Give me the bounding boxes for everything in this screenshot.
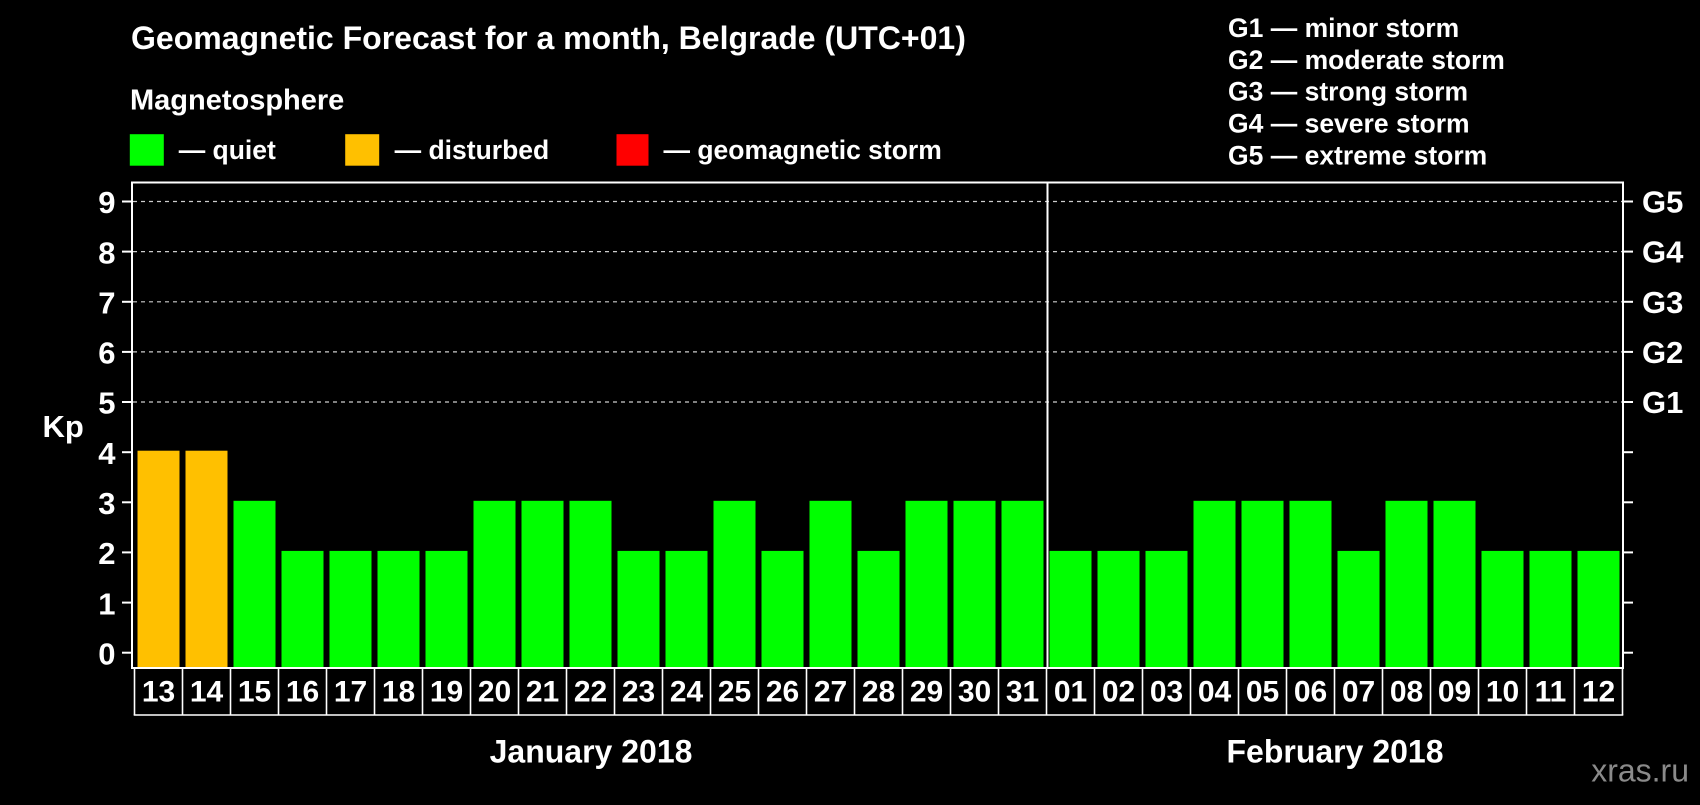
svg-text:08: 08 [1390,675,1423,708]
svg-text:21: 21 [526,675,559,708]
svg-text:4: 4 [98,436,116,471]
svg-text:01: 01 [1054,675,1087,708]
svg-text:7: 7 [98,286,115,321]
svg-text:16: 16 [286,675,319,708]
svg-text:17: 17 [334,675,367,708]
svg-text:Kp: Kp [43,409,84,444]
svg-text:31: 31 [1006,675,1039,708]
svg-text:G3 — strong storm: G3 — strong storm [1228,77,1468,107]
svg-text:23: 23 [622,675,655,708]
svg-text:15: 15 [238,675,271,708]
svg-text:2: 2 [98,536,115,571]
svg-text:18: 18 [382,675,415,708]
svg-text:28: 28 [862,675,895,708]
svg-text:Magnetosphere: Magnetosphere [130,84,344,116]
svg-text:G5 — extreme storm: G5 — extreme storm [1228,141,1487,171]
svg-text:05: 05 [1246,675,1279,708]
svg-text:12: 12 [1582,675,1615,708]
svg-text:G1 — minor storm: G1 — minor storm [1228,13,1459,43]
svg-text:22: 22 [574,675,607,708]
svg-text:G4 — severe storm: G4 — severe storm [1228,109,1470,139]
svg-text:20: 20 [478,675,511,708]
svg-text:6: 6 [98,336,115,371]
svg-text:January 2018: January 2018 [490,734,693,770]
svg-text:G3: G3 [1642,285,1683,320]
svg-text:24: 24 [670,675,704,708]
svg-text:0: 0 [98,636,115,671]
svg-text:10: 10 [1486,675,1519,708]
svg-text:February 2018: February 2018 [1226,734,1443,770]
svg-text:G2: G2 [1642,335,1683,370]
svg-text:11: 11 [1535,675,1567,708]
svg-text:07: 07 [1342,675,1375,708]
svg-text:xras.ru: xras.ru [1591,752,1689,788]
svg-text:03: 03 [1150,675,1183,708]
svg-text:G2 — moderate storm: G2 — moderate storm [1228,45,1505,75]
svg-text:— quiet: — quiet [179,135,276,165]
svg-text:04: 04 [1198,675,1232,708]
svg-text:02: 02 [1102,675,1135,708]
svg-text:— disturbed: — disturbed [395,135,550,165]
svg-text:29: 29 [910,675,943,708]
svg-text:— geomagnetic storm: — geomagnetic storm [664,135,942,165]
svg-text:G1: G1 [1642,385,1683,420]
svg-text:27: 27 [814,675,847,708]
svg-text:26: 26 [766,675,799,708]
svg-text:Geomagnetic Forecast for a mon: Geomagnetic Forecast for a month, Belgra… [131,20,966,56]
svg-text:19: 19 [430,675,463,708]
svg-text:25: 25 [718,675,751,708]
svg-text:30: 30 [958,675,991,708]
svg-text:13: 13 [142,675,175,708]
svg-text:1: 1 [98,586,115,621]
svg-text:14: 14 [190,675,224,708]
svg-text:8: 8 [98,235,115,270]
svg-text:G4: G4 [1642,235,1684,270]
svg-text:9: 9 [98,185,115,220]
svg-text:3: 3 [98,486,115,521]
svg-text:06: 06 [1294,675,1327,708]
svg-text:G5: G5 [1642,185,1683,220]
svg-text:09: 09 [1438,675,1471,708]
svg-text:5: 5 [98,386,115,421]
